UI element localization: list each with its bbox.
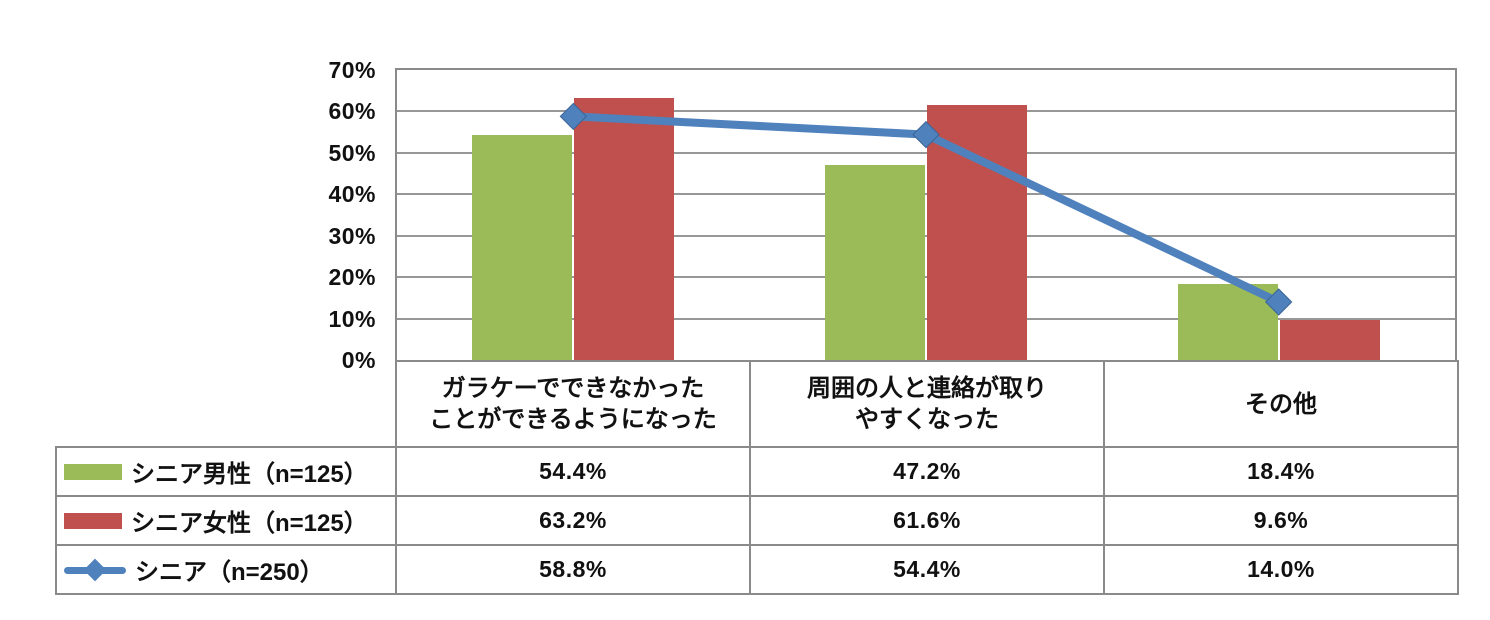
bar-female-cat1 (574, 98, 675, 360)
y-axis-tick-label: 20% (328, 264, 376, 291)
value-cell-series3-cat1: 58.8% (395, 544, 751, 595)
table-row-series-1: シニア男性（n=125） 54.4% 47.2% 18.4% (55, 446, 1459, 497)
value-cell-series1-cat3: 18.4% (1103, 446, 1459, 497)
legend-series-name: シニア女性（n=125） (131, 510, 368, 537)
value-cell-series3-cat3: 14.0% (1103, 544, 1459, 595)
category-label-line: ことができるようになった (429, 406, 717, 433)
value-cell-series2-cat2: 61.6% (749, 495, 1105, 546)
legend-bar-swatch-icon (64, 512, 122, 529)
legend-cell-series-3: シニア（n=250） (55, 544, 397, 595)
gridline (397, 110, 1455, 113)
y-axis-tick-label: 50% (328, 139, 376, 166)
legend-entry: シニア男性（n=125） (58, 454, 394, 489)
y-axis-tick-label: 60% (328, 98, 376, 125)
gridline (397, 234, 1455, 237)
category-label-line: ガラケーでできなかった (441, 375, 705, 402)
category-label-line: 周囲の人と連絡が取り (807, 375, 1047, 402)
category-label-line: やすくなった (855, 406, 999, 433)
legend-entry: シニア女性（n=125） (58, 503, 394, 538)
table-row-series-2: シニア女性（n=125） 63.2% 61.6% 9.6% (55, 495, 1459, 546)
y-axis-tick-label: 40% (328, 181, 376, 208)
legend-cell-series-1: シニア男性（n=125） (55, 446, 397, 497)
legend-cell-series-2: シニア女性（n=125） (55, 495, 397, 546)
legend-line-marker-icon (64, 558, 126, 581)
gridline (397, 151, 1455, 154)
legend-entry: シニア（n=250） (58, 552, 394, 587)
value-cell-series3-cat2: 54.4% (749, 544, 1105, 595)
legend-bar-swatch-icon (64, 463, 122, 480)
category-header-row: ガラケーでできなかった ことができるようになった 周囲の人と連絡が取り やすくなったそ… (56, 360, 1459, 448)
diamond-marker-cat3 (1264, 288, 1293, 316)
bar-male-cat1 (472, 134, 573, 360)
gridline (397, 276, 1455, 279)
gridline (397, 317, 1455, 320)
y-axis-tick-label: 0% (341, 347, 376, 373)
y-axis-tick-label: 30% (328, 222, 376, 249)
y-axis-tick-label: 10% (328, 305, 376, 332)
legend-series-name: シニア（n=250） (135, 559, 324, 586)
line-series-layer (559, 102, 1293, 316)
data-table: ガラケーでできなかった ことができるようになった 周囲の人と連絡が取り やすくなったそ… (55, 360, 1459, 595)
table-row-series-3: シニア（n=250） 58.8% 54.4% 14.0% (55, 544, 1459, 595)
table-corner-blank (56, 361, 396, 447)
bar-female-cat3 (1279, 320, 1380, 360)
plot-area (395, 68, 1457, 362)
value-cell-series1-cat1: 54.4% (395, 446, 751, 497)
diamond-marker-cat1 (559, 102, 588, 131)
y-axis-tick-label: 70% (328, 57, 376, 83)
category-label-cat1: ガラケーでできなかった ことができるようになった (395, 360, 751, 448)
category-label-cat3: その他 (1103, 360, 1459, 448)
value-cell-series1-cat2: 47.2% (749, 446, 1105, 497)
category-label-line: その他 (1245, 390, 1317, 418)
value-cell-series2-cat3: 9.6% (1103, 495, 1459, 546)
category-label-cat2: 周囲の人と連絡が取り やすくなった (749, 360, 1105, 448)
bar-male-cat2 (825, 164, 925, 360)
gridline (397, 193, 1455, 196)
legend-series-name: シニア男性（n=125） (131, 461, 368, 488)
value-cell-series2-cat1: 63.2% (395, 495, 751, 546)
diamond-marker-cat2 (912, 120, 940, 149)
